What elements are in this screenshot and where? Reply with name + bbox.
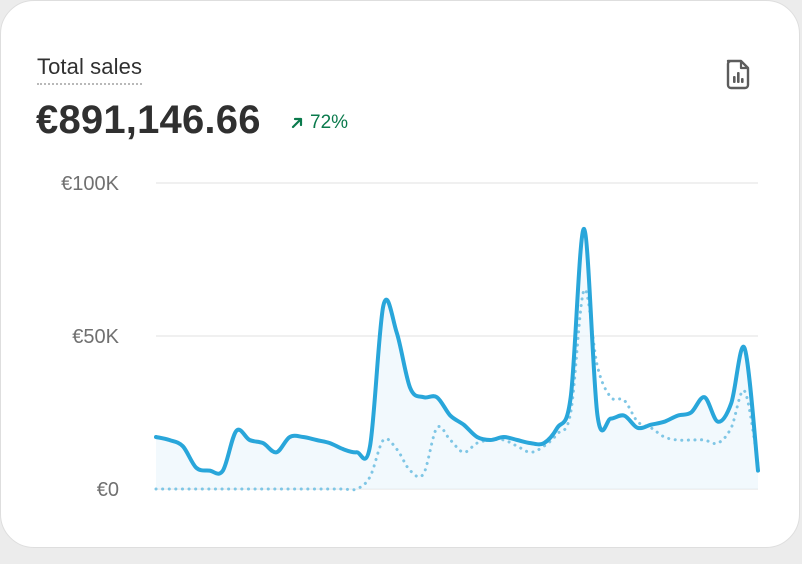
y-tick-label: €100K: [61, 173, 119, 195]
total-sales-card: Total sales €891,146.66 72% €100K €50K €0: [0, 0, 800, 548]
view-report-button[interactable]: [720, 56, 756, 92]
comparison-series-line: [154, 288, 760, 492]
card-title[interactable]: Total sales: [37, 54, 143, 85]
sales-line-chart: €100K €50K €0: [61, 173, 760, 501]
total-sales-value: €891,146.66: [36, 98, 261, 142]
y-tick-label: €0: [97, 479, 119, 501]
change-indicator: 72%: [290, 111, 348, 135]
arrow-up-right-icon: [291, 117, 303, 129]
change-percent: 72%: [310, 112, 349, 133]
current-series-line: [154, 226, 760, 476]
report-file-icon: [726, 59, 750, 90]
y-tick-label: €50K: [72, 326, 119, 348]
current-series-area: [156, 228, 758, 490]
